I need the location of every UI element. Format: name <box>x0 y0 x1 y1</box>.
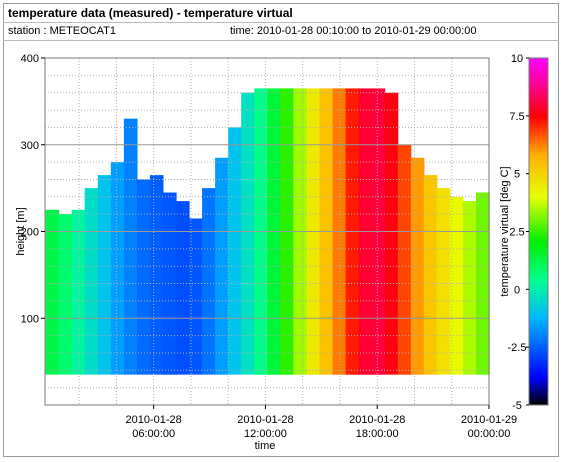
heatmap-cell <box>84 188 99 375</box>
heatmap-cell <box>71 209 86 375</box>
x-tick-label-time: 12:00:00 <box>244 428 287 440</box>
heatmap-cell <box>215 157 229 375</box>
heatmap-cell <box>149 175 164 375</box>
station-label: station : METEOCAT1 <box>8 25 116 37</box>
x-axis-label: time <box>255 440 276 452</box>
header-divider-2 <box>3 40 559 41</box>
colorbar-tick-label: 2.5 <box>509 227 524 239</box>
heatmap-cell <box>97 175 112 375</box>
chart-title: temperature data (measured) - temperatur… <box>8 6 293 20</box>
x-tick-label-time: 00:00:00 <box>468 428 511 440</box>
colorbar-tick-label: -2.5 <box>508 342 527 354</box>
heatmap-cell <box>423 175 438 375</box>
heatmap-cell <box>462 201 477 375</box>
x-tick-label-time: 18:00:00 <box>356 428 399 440</box>
heatmap-cell <box>163 192 177 375</box>
colorbar-label: temperature virtual [deg C] <box>499 166 511 296</box>
x-tick-label-date: 2010-01-28 <box>126 414 182 426</box>
heatmap-cell <box>136 179 151 375</box>
colorbar-tick-label: 5 <box>514 169 520 181</box>
colorbar-tick-label: 0 <box>514 284 520 296</box>
heatmap-cell <box>202 188 216 375</box>
heatmap-cell <box>123 118 138 375</box>
x-tick-label-date: 2010-01-28 <box>237 414 293 426</box>
header-divider <box>3 22 559 23</box>
heatmap-cell <box>476 192 490 375</box>
heatmap-cell <box>176 201 190 375</box>
colorbar-tick-label: 10 <box>511 53 523 65</box>
heatmap-cell <box>45 209 60 375</box>
x-tick-label-date: 2010-01-28 <box>349 414 405 426</box>
y-axis-label: height [m] <box>15 207 27 255</box>
colorbar <box>528 57 549 406</box>
y-tick-label: 100 <box>21 313 39 325</box>
heatmap-cell <box>384 92 399 375</box>
heatmap-cell <box>228 127 242 375</box>
y-tick-label: 300 <box>21 140 39 152</box>
colorbar-tick-label: -5 <box>512 400 522 412</box>
colorbar-tick-label: 7.5 <box>509 111 524 123</box>
heatmap-cell <box>58 214 73 375</box>
time-range-label: time: 2010-01-28 00:10:00 to 2010-01-29 … <box>230 25 477 37</box>
heatmap-cell <box>110 162 125 375</box>
heatmap-cell <box>449 196 464 375</box>
x-tick-label-date: 2010-01-29 <box>461 414 517 426</box>
heatmap-cell <box>397 144 412 375</box>
x-tick-label-time: 06:00:00 <box>132 428 175 440</box>
y-tick-label: 400 <box>21 53 39 65</box>
heatmap-cell <box>436 188 451 375</box>
y-tick-label: 200 <box>21 227 39 239</box>
heatmap-cell <box>241 92 255 375</box>
